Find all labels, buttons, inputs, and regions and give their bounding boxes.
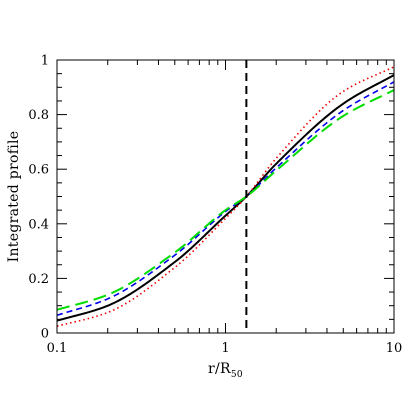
y-tick-label: 0.8	[28, 108, 49, 123]
x-tick-label: 1	[221, 341, 229, 356]
series-line-dotted	[56, 66, 395, 327]
y-axis-label: Integrated profile	[6, 131, 22, 263]
series-layer	[56, 66, 395, 327]
series-line-dashed	[56, 81, 395, 317]
y-tick-label: 0.4	[28, 217, 49, 232]
y-tick-label: 0.6	[28, 163, 49, 178]
plot-frame	[56, 59, 395, 334]
x-tick-label: 0.1	[47, 341, 68, 356]
x-axis-label-subscript: 50	[231, 370, 243, 380]
y-tick-label: 0	[41, 327, 49, 342]
x-tick-label: 10	[386, 341, 403, 356]
series-line-solid	[56, 74, 395, 322]
tick-label-layer: 0.1 1 10 0 0.2 0.4 0.6 0.8 1	[28, 54, 402, 357]
y-tick-label: 0.2	[28, 272, 49, 287]
x-axis-label-main: r/R	[208, 361, 231, 377]
series-line-longdash	[56, 89, 395, 311]
y-tick-label: 1	[41, 54, 49, 69]
tick-layer	[56, 59, 395, 334]
x-axis-label: r/R50	[208, 361, 243, 380]
